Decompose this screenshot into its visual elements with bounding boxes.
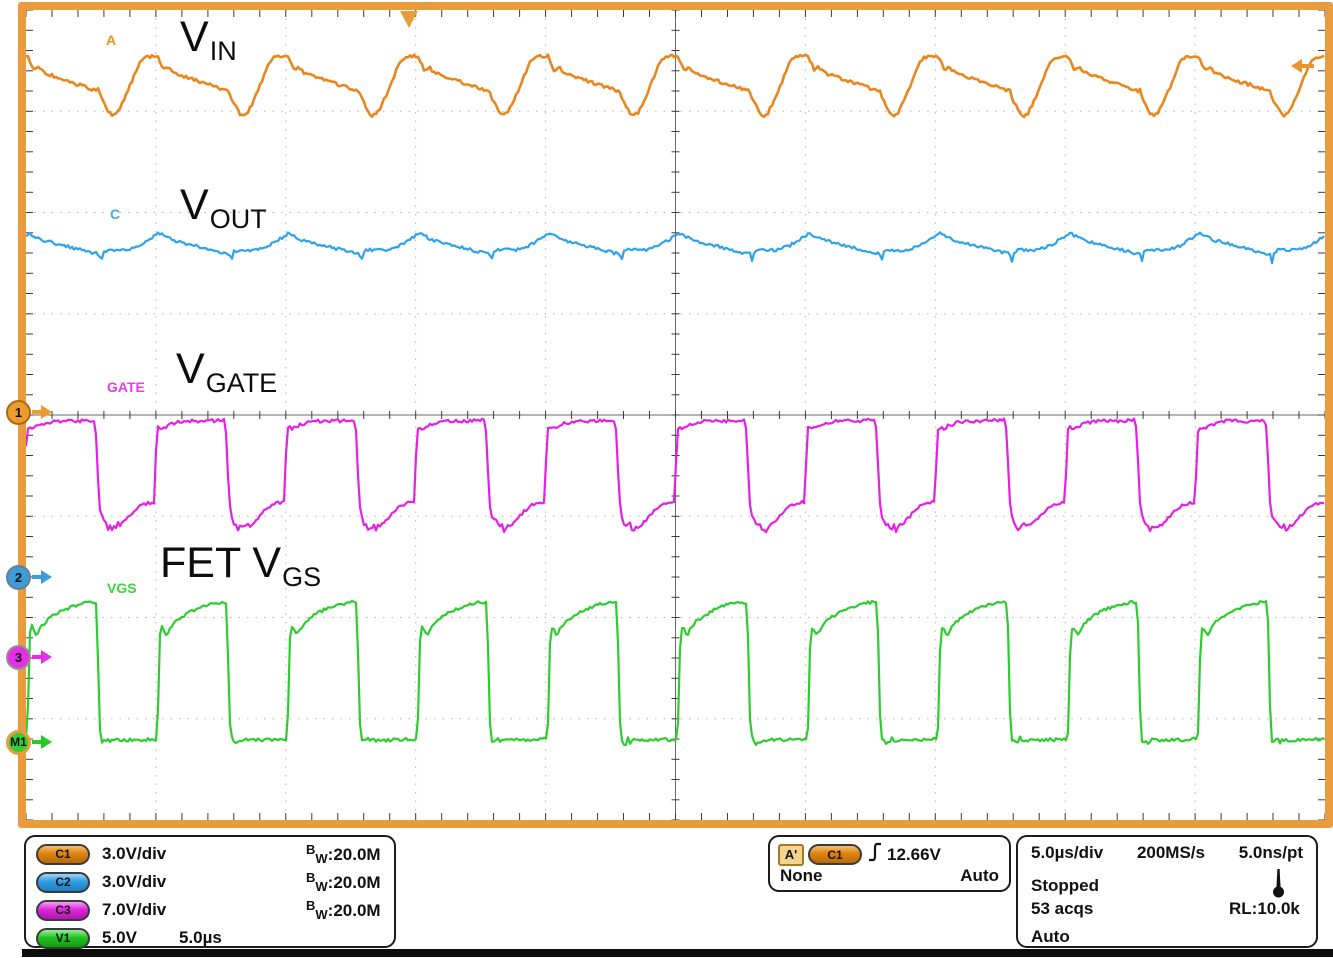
channel-settings-box[interactable]: C1 3.0V/div BW:20.0M C2 3.0V/div BW:20.0… bbox=[24, 835, 396, 950]
pin-icon bbox=[1272, 867, 1285, 904]
trigger-level-value: 12.66V bbox=[887, 844, 941, 864]
channel1-reference-marker[interactable]: 1 bbox=[6, 398, 52, 426]
acquisition-state-row: Stopped bbox=[1031, 867, 1303, 904]
timebase-scale: 5.0µs/div bbox=[1031, 843, 1104, 862]
arrow-shaft bbox=[32, 410, 41, 414]
channel1-scale: 3.0V/div bbox=[102, 844, 167, 863]
channel3-bandwidth: BW:20.0M bbox=[306, 898, 381, 922]
math1-scale: 5.0V bbox=[102, 928, 137, 947]
horizontal-settings-box[interactable]: 5.0µs/div 200MS/s 5.0ns/pt Stopped 53 ac… bbox=[1016, 835, 1318, 948]
ch1-ref-letter: A bbox=[106, 32, 117, 48]
arrow-right-icon bbox=[41, 650, 52, 664]
sample-rate: 200MS/s bbox=[1136, 843, 1205, 862]
acquisition-mode-row: Auto bbox=[1031, 927, 1303, 947]
arrow-right-icon bbox=[41, 405, 52, 419]
channel3-reference-marker[interactable]: 3 bbox=[6, 643, 52, 671]
trigger-position-marker[interactable] bbox=[400, 11, 418, 28]
timebase-row: 5.0µs/div 200MS/s 5.0ns/pt bbox=[1031, 843, 1303, 863]
record-length: RL:10.0k bbox=[1229, 899, 1300, 918]
trigger-level-marker[interactable] bbox=[1291, 59, 1314, 73]
channel2-scale: 3.0V/div bbox=[102, 872, 167, 891]
channel2-bandwidth: BW:20.0M bbox=[306, 870, 381, 894]
fet-vgs-label: FET VGS bbox=[160, 539, 322, 592]
rising-edge-icon bbox=[867, 841, 883, 868]
channel1-row: C1 3.0V/div BW:20.0M bbox=[36, 842, 384, 866]
arrow-shaft bbox=[32, 740, 41, 744]
channel2-badge[interactable]: C2 bbox=[36, 871, 90, 893]
ch3-ref-letter: GATE bbox=[107, 379, 145, 395]
vout-label: VOUT bbox=[180, 181, 267, 234]
waveform-vin bbox=[26, 53, 1325, 119]
vin-label: VIN bbox=[180, 13, 237, 66]
arrow-right-icon bbox=[41, 735, 52, 749]
arrow-right-icon bbox=[41, 570, 52, 584]
channel3-badge[interactable]: C3 bbox=[36, 899, 90, 921]
channel3-row: C3 7.0V/div BW:20.0M bbox=[36, 898, 384, 922]
trigger-holdoff: None bbox=[780, 866, 823, 885]
trigger-history-badge[interactable]: A' bbox=[778, 843, 804, 866]
waveform-vout bbox=[26, 231, 1325, 265]
arrow-shaft bbox=[32, 655, 41, 659]
arrow-shaft bbox=[1302, 64, 1314, 68]
channel1-badge[interactable]: C1 bbox=[36, 843, 90, 865]
math1-time: 5.0µs bbox=[178, 928, 222, 947]
graticule-and-waveforms bbox=[26, 10, 1325, 820]
channel2-reference-marker[interactable]: 2 bbox=[6, 563, 52, 591]
bottom-divider bbox=[22, 949, 1333, 957]
acquisition-state: Stopped bbox=[1031, 875, 1099, 895]
trigger-source-badge[interactable]: C1 bbox=[808, 844, 862, 865]
waveform-display bbox=[18, 2, 1333, 828]
channel1-bandwidth: BW:20.0M bbox=[306, 842, 381, 866]
arrow-left-icon bbox=[1291, 59, 1302, 73]
acquisition-mode: Auto bbox=[1031, 927, 1070, 946]
sample-resolution: 5.0ns/pt bbox=[1238, 843, 1303, 862]
acquisition-count-row: 53 acqs RL:10.0k bbox=[1031, 899, 1303, 919]
readout-bar: C1 3.0V/div BW:20.0M C2 3.0V/div BW:20.0… bbox=[0, 832, 1333, 950]
channel2-row: C2 3.0V/div BW:20.0M bbox=[36, 870, 384, 894]
math1-row: V1 5.0V 5.0µs bbox=[36, 926, 384, 950]
trigger-mode-row: None Auto bbox=[780, 866, 999, 886]
trigger-settings-box[interactable]: A' C1 12.66V None Auto bbox=[768, 835, 1011, 892]
arrow-shaft bbox=[32, 575, 41, 579]
trigger-source-row: A' C1 12.66V bbox=[778, 841, 941, 868]
math1-badge[interactable]: V1 bbox=[36, 927, 90, 949]
trigger-mode: Auto bbox=[960, 866, 999, 885]
waveform-vgate bbox=[26, 417, 1324, 534]
ch4-ref-letter: VGS bbox=[107, 580, 137, 596]
math1-reference-marker[interactable]: M1 bbox=[6, 728, 52, 756]
ch2-ref-letter: C bbox=[110, 206, 121, 222]
vgate-label: VGATE bbox=[176, 345, 278, 398]
waveform-vgs bbox=[26, 599, 1325, 747]
channel3-scale: 7.0V/div bbox=[102, 900, 167, 919]
acquisition-count: 53 acqs bbox=[1031, 899, 1094, 918]
